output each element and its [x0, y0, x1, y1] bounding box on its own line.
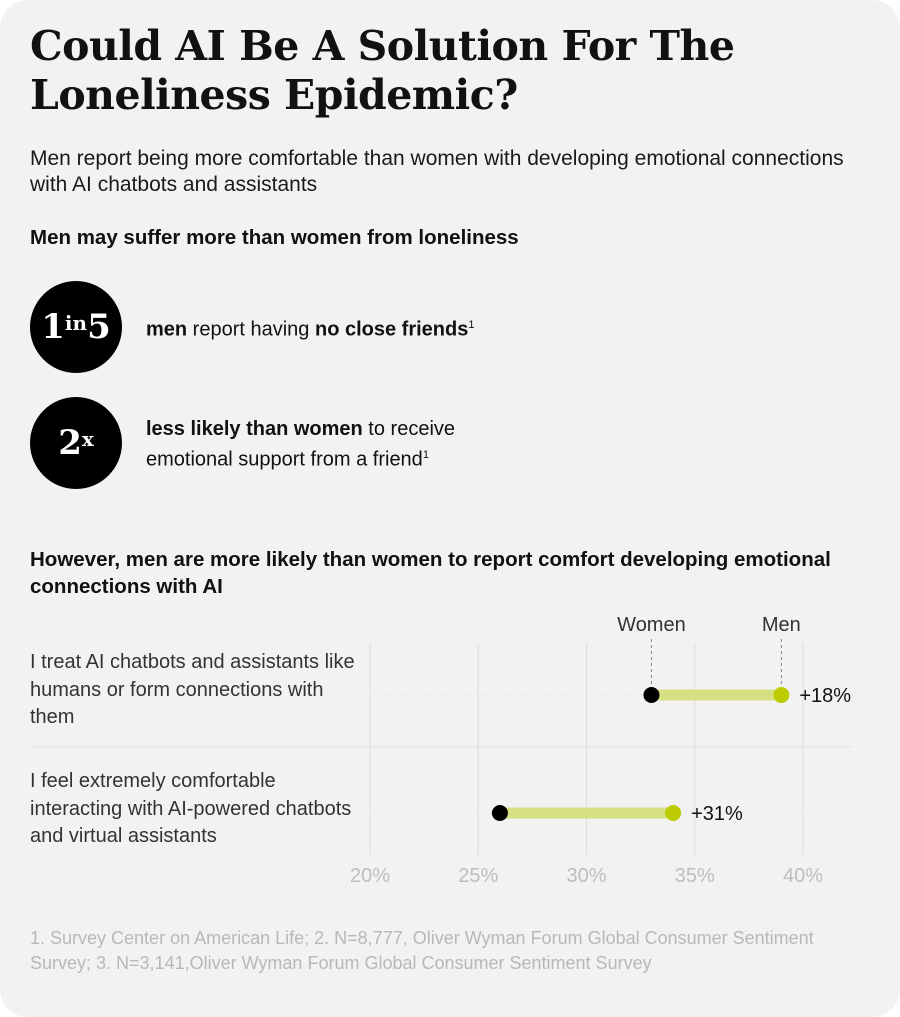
x-tick-label-40: 40%: [783, 865, 823, 887]
stat-bold-no-close-friends: no close friends: [314, 318, 469, 341]
diff-label-row-1: +18%: [799, 685, 851, 707]
stat-badge-number: 1: [41, 307, 65, 347]
source-footnote: 1. Survey Center on American Life; 2. N=…: [30, 928, 814, 973]
stat-text-part: report having: [187, 318, 315, 341]
section-heading-ai-comfort: However, men are more likely than women …: [30, 548, 831, 598]
stat-badge-number: 2: [58, 423, 82, 463]
category-label-row-1: I treat AI chatbots and assistants like …: [30, 651, 355, 728]
section-heading-loneliness: Men may suffer more than women from lone…: [30, 226, 519, 249]
point-women-row-2: [491, 805, 508, 821]
stat-badge-number-tail: 5: [87, 307, 111, 347]
point-men-row-2: [665, 805, 682, 821]
diff-label-row-2: +31%: [691, 803, 743, 825]
stat-badge-1-in-5: 1 in 5: [30, 281, 122, 373]
stat-bold-men: men: [146, 318, 188, 341]
x-tick-label-25: 25%: [458, 865, 498, 887]
dumbbell-chart: Women Men +18% +31% 20% 25% 30% 35% 40%: [30, 614, 852, 887]
stat-text-part: to receive emotional support from a frie…: [146, 418, 456, 471]
legend-women: Women: [617, 614, 686, 636]
page-subtitle: Men report being more comfortable than w…: [30, 147, 844, 196]
x-tick-label-20: 20%: [350, 865, 390, 887]
stat-text-close-friends: men report having no close friends1: [146, 312, 566, 343]
footnote-marker: 1: [422, 449, 429, 461]
point-women-row-1: [643, 687, 660, 703]
point-men-row-1: [773, 687, 790, 703]
stat-text-emotional-support: less likely than women to receive emotio…: [146, 416, 526, 473]
legend-men: Men: [762, 614, 801, 636]
page-title: Could AI Be A Solution For The Lonelines…: [30, 22, 735, 119]
x-tick-label-35: 35%: [675, 865, 715, 887]
category-label-row-2: I feel extremely comfortable interacting…: [30, 770, 352, 847]
x-tick-label-30: 30%: [566, 865, 606, 887]
footnote-marker: 1: [468, 319, 475, 331]
stat-bold-less-likely: less likely than women: [146, 418, 363, 440]
